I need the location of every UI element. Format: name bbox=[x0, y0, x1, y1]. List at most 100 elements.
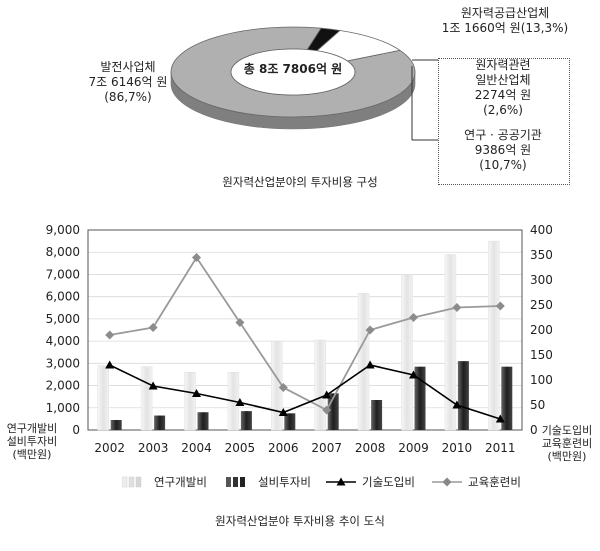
legend-facility-swatch bbox=[226, 477, 245, 487]
point-tech-2007 bbox=[322, 390, 332, 399]
legend-facility: 설비투자비 bbox=[226, 474, 311, 490]
label-general-industry-share: (2,6%) bbox=[483, 103, 523, 117]
point-tech-2005 bbox=[235, 398, 245, 406]
left-tick-label-9: 9,000 bbox=[46, 223, 80, 237]
pie-caption: 원자력산업분야의 투자비용 구성 bbox=[222, 175, 378, 189]
x-tick-label-2: 2004 bbox=[181, 441, 212, 455]
label-supply-industry-name: 원자력공급산업체 bbox=[460, 6, 550, 20]
right-axis-title-line3: (백만원) bbox=[547, 450, 587, 463]
bar-facility-2005 bbox=[240, 411, 252, 430]
label-power-generation-amount: 7조 6146억 원 bbox=[88, 75, 168, 89]
bar-facility-2004 bbox=[197, 412, 209, 430]
left-tick-label-1: 1,000 bbox=[46, 401, 80, 415]
bar-facility-2008 bbox=[371, 400, 383, 430]
point-edu-2003 bbox=[148, 323, 158, 332]
point-tech-2004 bbox=[192, 389, 201, 397]
legend-edu-label: 교육훈련비 bbox=[468, 475, 521, 489]
point-tech-2003 bbox=[148, 381, 158, 390]
plot-frame bbox=[87, 229, 523, 431]
supply-industry-detail-box bbox=[438, 58, 570, 185]
point-edu-2011 bbox=[495, 301, 505, 311]
x-tick-label-4: 2006 bbox=[268, 441, 299, 455]
bar-rd-2008 bbox=[357, 293, 370, 431]
point-tech-2010 bbox=[452, 400, 462, 409]
bar-facility-2007 bbox=[327, 393, 339, 430]
bar-rd-2007 bbox=[314, 339, 326, 431]
point-edu-2009 bbox=[409, 313, 418, 322]
left-tick-label-4: 4,000 bbox=[46, 334, 80, 348]
donut-hole bbox=[230, 48, 356, 96]
right-tick-label-5: 250 bbox=[530, 298, 553, 312]
point-tech-2011 bbox=[495, 414, 505, 423]
label-general-industry-line2: 일반산업체 bbox=[475, 73, 531, 87]
label-general-industry-line1: 원자력관련 bbox=[475, 58, 531, 72]
left-tick-label-2: 2,000 bbox=[46, 379, 80, 393]
x-tick-label-9: 2011 bbox=[485, 441, 516, 455]
right-tick-label-2: 100 bbox=[530, 373, 553, 387]
x-tick-label-1: 2003 bbox=[138, 441, 169, 455]
legend-edu: 교육훈련비 bbox=[432, 474, 521, 490]
right-tick-label-0: 0 bbox=[530, 423, 538, 437]
right-tick-label-3: 150 bbox=[530, 348, 553, 362]
legend-tech-label: 기술도입비 bbox=[362, 475, 415, 489]
label-general-industry-amount: 2274억 원 bbox=[474, 88, 532, 102]
x-tick-label-6: 2008 bbox=[355, 441, 386, 455]
label-research-public: 연구 · 공공기관 9386억 원 (10,7%) bbox=[448, 128, 558, 173]
bar-rd-2002 bbox=[97, 365, 109, 431]
legend-rd: 연구개발비 bbox=[122, 474, 207, 490]
line-tech bbox=[109, 364, 501, 420]
point-tech-2009 bbox=[409, 370, 418, 379]
label-power-generation: 발전사업체 7조 6146억 원 (86,7%) bbox=[88, 60, 168, 105]
bar-facility-2002 bbox=[110, 420, 122, 430]
point-edu-2008 bbox=[365, 325, 375, 335]
bar-rd-2006 bbox=[271, 340, 283, 431]
left-tick-label-6: 6,000 bbox=[46, 290, 80, 304]
bar-facility-2010 bbox=[457, 361, 469, 430]
x-tick-label-0: 2002 bbox=[94, 441, 125, 455]
label-power-generation-name: 발전사업체 bbox=[100, 60, 156, 74]
x-tick-label-8: 2010 bbox=[442, 441, 473, 455]
point-tech-2008 bbox=[365, 360, 375, 369]
label-supply-industry: 원자력공급산업체 1조 1660억 원(13,3%) bbox=[430, 6, 580, 36]
point-edu-2002 bbox=[105, 330, 115, 340]
point-tech-2006 bbox=[278, 408, 288, 416]
left-tick-label-7: 7,000 bbox=[46, 267, 80, 281]
bar-facility-2011 bbox=[501, 366, 513, 430]
left-tick-label-3: 3,000 bbox=[46, 356, 80, 370]
label-research-public-name: 연구 · 공공기관 bbox=[464, 128, 542, 142]
legend-rd-swatch bbox=[122, 476, 142, 488]
label-general-industry: 원자력관련 일반산업체 2274억 원 (2,6%) bbox=[448, 58, 558, 118]
legend-facility-label: 설비투자비 bbox=[258, 475, 311, 489]
label-power-generation-share: (86,7%) bbox=[104, 90, 152, 104]
left-axis-title-line2: 설비투자비 bbox=[6, 435, 58, 448]
left-axis-title: 연구개발비 설비투자비 (백만원) bbox=[2, 422, 62, 461]
right-tick-label-1: 50 bbox=[530, 398, 545, 412]
legend-tech-swatch bbox=[326, 477, 356, 486]
right-axis-title-line1: 기술도입비 bbox=[541, 424, 593, 437]
bar-rd-2003 bbox=[140, 366, 153, 431]
bar-rd-2004 bbox=[184, 371, 196, 431]
label-supply-industry-amount: 1조 1660억 원(13,3%) bbox=[441, 21, 569, 35]
left-axis-title-line3: (백만원) bbox=[12, 448, 52, 461]
bar-rd-2010 bbox=[444, 254, 457, 431]
point-edu-2006 bbox=[278, 383, 288, 392]
right-tick-label-7: 350 bbox=[530, 248, 553, 262]
x-tick-label-7: 2009 bbox=[398, 441, 429, 455]
left-tick-label-5: 5,000 bbox=[46, 312, 80, 326]
legend-rd-label: 연구개발비 bbox=[154, 475, 207, 489]
donut-center-label: 총 8조 7806억 원 bbox=[243, 62, 343, 76]
combo-caption: 원자력산업분야 투자비용 추이 도식 bbox=[215, 514, 385, 528]
point-edu-2007 bbox=[322, 405, 332, 415]
left-tick-label-0: 0 bbox=[72, 423, 80, 437]
donut-chart bbox=[170, 26, 438, 141]
bar-facility-2009 bbox=[414, 366, 426, 430]
legend-tech: 기술도입비 bbox=[326, 474, 415, 490]
point-tech-2002 bbox=[105, 360, 115, 369]
x-tick-label-3: 2005 bbox=[225, 441, 256, 455]
right-tick-label-4: 200 bbox=[530, 323, 553, 337]
right-axis-title-line2: 교육훈련비 bbox=[541, 437, 593, 450]
x-tick-label-5: 2007 bbox=[311, 441, 342, 455]
legend-edu-swatch bbox=[432, 477, 462, 487]
right-tick-label-8: 400 bbox=[530, 223, 553, 237]
right-tick-label-6: 300 bbox=[530, 273, 553, 287]
